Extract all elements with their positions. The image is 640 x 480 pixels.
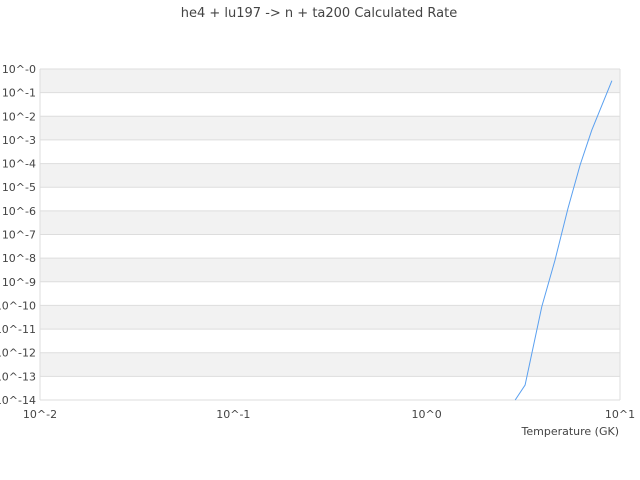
x-axis-ticks: 10^-2 10^-1 10^0 10^1 [23,408,635,421]
grid-band [40,210,620,235]
grid-band [40,305,620,330]
rate-line [514,80,613,401]
y-tick-label: 10^-0 [2,63,36,76]
y-tick-label: 10^-6 [2,205,36,218]
x-tick-label: 10^-1 [216,408,250,421]
y-tick-label: 10^-1 [2,87,36,100]
y-tick-label: 10^-11 [0,323,36,336]
y-tick-label: 10^-13 [0,370,36,383]
plot-bands [39,68,621,401]
grid-band [40,163,620,188]
y-tick-label: 10^-4 [2,158,36,171]
grid-band [40,258,620,282]
chart-title: he4 + lu197 -> n + ta200 Calculated Rate [181,6,458,21]
grid-band [40,69,620,93]
x-axis-label: Temperature (GK) [521,425,620,438]
grid-band [40,116,620,140]
y-tick-label: 10^-8 [2,252,36,265]
y-tick-label: 10^-5 [2,181,36,194]
x-tick-label: 10^-2 [23,408,57,421]
y-tick-label: 10^-3 [2,134,36,147]
y-tick-label: 10^-9 [2,276,36,289]
y-tick-label: 10^-2 [2,110,36,123]
x-tick-label: 10^1 [605,408,635,421]
y-tick-label: 10^-7 [2,229,36,242]
y-axis-ticks: 10^-0 10^-1 10^-2 10^-3 10^-4 10^-5 10^-6 10^-7… [0,63,36,407]
y-tick-label: 10^-10 [0,299,36,312]
series-layer [514,80,613,401]
y-tick-label: 10^-14 [0,394,36,407]
x-tick-label: 10^0 [412,408,442,421]
y-tick-label: 10^-12 [0,347,36,360]
grid-band [40,352,620,377]
